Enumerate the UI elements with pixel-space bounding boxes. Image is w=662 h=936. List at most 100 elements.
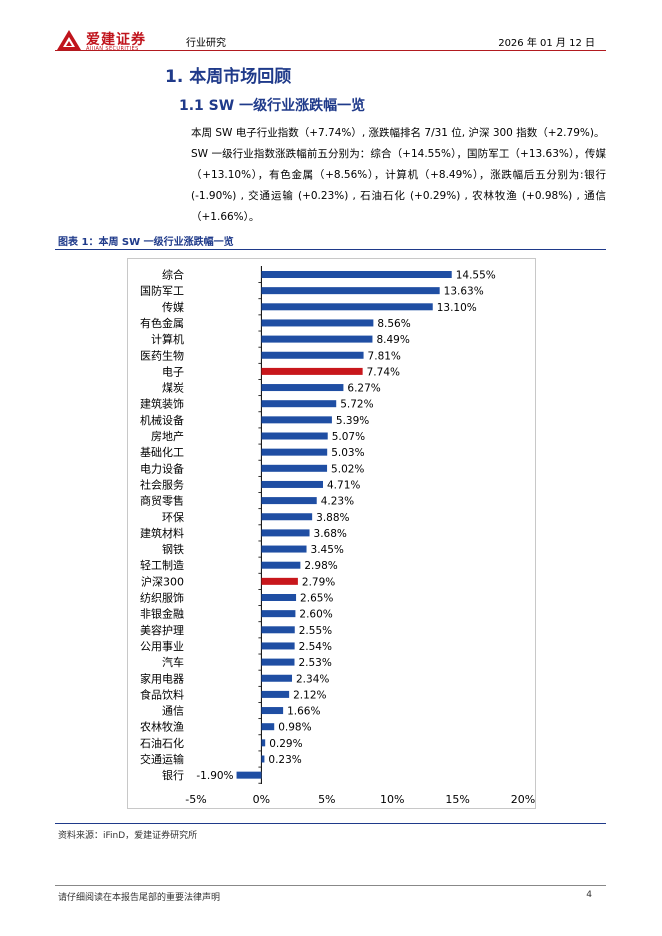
bar-28 xyxy=(261,723,275,731)
category-label: 环保 xyxy=(162,510,184,524)
bar-29 xyxy=(261,739,266,747)
category-label: 通信 xyxy=(162,705,184,718)
category-label: 非银金融 xyxy=(140,607,184,621)
category-label: 食品饮料 xyxy=(140,687,184,701)
value-label: 13.63% xyxy=(444,286,484,298)
category-label: 家用电器 xyxy=(140,671,184,685)
category-label: 石油石化 xyxy=(140,736,184,750)
brand-name-en: AIJIAN SECURITIES xyxy=(86,46,139,52)
value-label: 6.27% xyxy=(347,383,380,395)
category-label: 医药生物 xyxy=(140,348,184,362)
bar-30 xyxy=(261,755,265,763)
bar-19 xyxy=(261,577,298,585)
category-label: 机械设备 xyxy=(140,413,184,427)
value-label: 13.10% xyxy=(437,302,477,314)
value-label: 5.39% xyxy=(336,415,369,427)
value-label: 2.98% xyxy=(304,560,337,572)
category-label: 农林牧渔 xyxy=(140,720,184,734)
category-label: 美容护理 xyxy=(140,623,184,637)
category-label: 房地产 xyxy=(151,429,184,443)
category-label: 沪深300 xyxy=(141,574,184,588)
bar-27 xyxy=(261,707,284,715)
bar-22 xyxy=(261,626,295,634)
category-label: 基础化工 xyxy=(140,445,184,459)
brand-name: 爱建证券 xyxy=(86,32,146,48)
value-label: 7.74% xyxy=(367,366,400,378)
x-tick-label: -5% xyxy=(185,793,206,806)
body-paragraph-2: SW 一级行业指数涨跌幅前五分别为：综合（+14.55%），国防军工（+13.6… xyxy=(191,148,606,223)
bar-4 xyxy=(261,335,373,343)
x-tick-label: 5% xyxy=(318,793,335,806)
category-label: 银行 xyxy=(162,768,184,782)
bar-2 xyxy=(261,303,433,311)
bar-18 xyxy=(261,561,301,569)
value-label: 3.88% xyxy=(316,512,349,524)
category-label: 商贸零售 xyxy=(140,494,184,508)
value-label: 2.79% xyxy=(302,576,335,588)
bar-24 xyxy=(261,658,295,666)
category-label: 国防军工 xyxy=(140,284,184,298)
category-label: 电子 xyxy=(162,365,184,378)
bar-0 xyxy=(261,271,452,278)
figure-caption: 图表 1：本周 SW 一级行业涨跌幅一览 xyxy=(58,237,234,248)
bar-13 xyxy=(261,480,324,488)
body-text: 本周 SW 电子行业指数（+7.74%）, 涨跌幅排名 7/31 位, 沪深 3… xyxy=(191,123,606,228)
category-label: 电力设备 xyxy=(140,461,184,475)
value-label: 2.60% xyxy=(299,609,332,621)
header-divider xyxy=(55,50,606,51)
category-label: 综合 xyxy=(162,268,184,282)
bar-7 xyxy=(261,384,344,392)
value-label: 0.98% xyxy=(278,722,311,734)
value-label: 5.02% xyxy=(331,463,364,475)
category-label: 轻工制造 xyxy=(140,558,184,572)
category-label: 建筑装饰 xyxy=(140,397,184,411)
body-paragraph-1: 本周 SW 电子行业指数（+7.74%）, 涨跌幅排名 7/31 位, 沪深 3… xyxy=(191,127,605,139)
bar-12 xyxy=(261,464,328,472)
bar-25 xyxy=(261,674,293,682)
value-label: 2.34% xyxy=(296,673,329,685)
aijian-logo-icon xyxy=(57,30,81,50)
bar-8 xyxy=(261,400,337,408)
bar-1 xyxy=(261,287,440,295)
value-label: 7.81% xyxy=(368,350,401,362)
report-section: 行业研究 xyxy=(186,38,226,49)
category-label: 纺织服饰 xyxy=(140,591,184,605)
bar-26 xyxy=(261,690,290,698)
category-label: 交通运输 xyxy=(140,752,184,766)
value-label: 2.55% xyxy=(299,625,332,637)
x-tick-label: 10% xyxy=(380,793,404,806)
chart-frame xyxy=(127,258,536,809)
value-label: -1.90% xyxy=(196,770,233,782)
bar-3 xyxy=(261,319,374,327)
bar-21 xyxy=(261,610,296,618)
value-label: 1.66% xyxy=(287,706,320,718)
category-label: 计算机 xyxy=(151,332,184,346)
x-tick-label: 15% xyxy=(445,793,469,806)
category-label: 有色金属 xyxy=(140,316,184,330)
value-label: 2.54% xyxy=(299,641,332,653)
section-heading: 1. 本周市场回顾 xyxy=(165,67,292,87)
value-label: 0.29% xyxy=(269,738,302,750)
value-label: 5.72% xyxy=(340,399,373,411)
value-label: 0.23% xyxy=(268,754,301,766)
bar-11 xyxy=(261,448,328,456)
bar-23 xyxy=(261,642,295,650)
bar-5 xyxy=(261,351,364,359)
category-label: 公用事业 xyxy=(140,640,184,653)
figure-source: 资料来源：iFinD，爱建证券研究所 xyxy=(58,831,198,841)
value-label: 5.03% xyxy=(331,447,364,459)
subsection-heading: 1.1 SW 一级行业涨跌幅一览 xyxy=(179,98,366,114)
category-label: 建筑材料 xyxy=(140,526,184,540)
value-label: 5.07% xyxy=(332,431,365,443)
footer-disclaimer: 请仔细阅读在本报告尾部的重要法律声明 xyxy=(58,893,221,903)
bar-20 xyxy=(261,594,297,601)
category-label: 汽车 xyxy=(162,655,184,669)
source-divider xyxy=(55,823,606,824)
value-label: 3.45% xyxy=(311,544,344,556)
footer-divider xyxy=(55,885,606,886)
bar-10 xyxy=(261,432,328,440)
value-label: 3.68% xyxy=(314,528,347,540)
category-label: 传媒 xyxy=(162,301,184,314)
value-label: 4.71% xyxy=(327,479,360,491)
